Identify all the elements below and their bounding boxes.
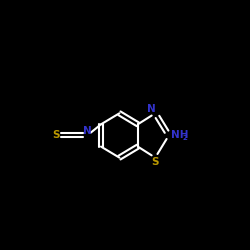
Text: N: N	[83, 126, 92, 136]
Text: NH: NH	[171, 130, 189, 140]
Text: S: S	[53, 130, 60, 140]
Text: N: N	[147, 104, 156, 114]
Text: 2: 2	[182, 135, 187, 141]
Text: S: S	[152, 156, 159, 166]
